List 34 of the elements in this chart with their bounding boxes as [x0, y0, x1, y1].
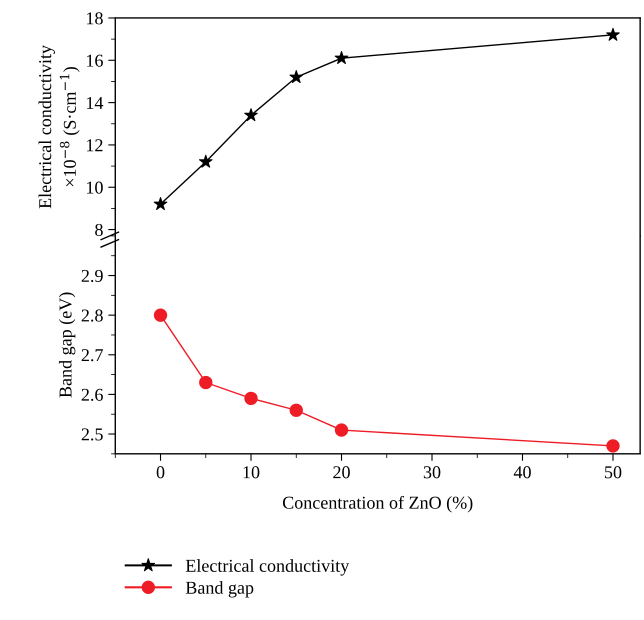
y-tick-label: 2.7 [82, 349, 103, 362]
legend-label: Electrical conductivity [186, 559, 350, 576]
x-tick-label: 20 [333, 466, 350, 478]
point [606, 439, 620, 453]
y-axis-title: Band gap (eV) [58, 292, 76, 398]
legend-label: Band gap [186, 581, 254, 598]
x-tick-label: 0 [156, 466, 164, 478]
point [290, 404, 303, 417]
point [334, 50, 349, 64]
y-tick-label: 8 [95, 224, 103, 236]
y-tick-label: 14 [87, 96, 104, 109]
point [606, 28, 620, 41]
point [154, 196, 168, 210]
y-tick-label: 18 [87, 12, 103, 24]
point [334, 423, 348, 437]
y-tick-label: 2.5 [82, 428, 103, 441]
y-axis-title: Electrical conductivity ×10$^{−8}$ (S·cm$^{−1}$) [38, 45, 80, 208]
point [199, 376, 212, 390]
point [244, 392, 258, 406]
x-tick-label: 40 [514, 466, 531, 478]
y-tick-label: 16 [87, 54, 103, 67]
y-tick-label: 10 [87, 182, 103, 194]
x-tick-label: 50 [605, 466, 622, 478]
y-tick-label: 2.9 [82, 270, 103, 282]
y-tick-label: 2.8 [82, 309, 103, 322]
point [244, 108, 258, 122]
x-tick-label: 30 [424, 466, 440, 478]
x-axis-title: Concentration of ZnO (%) [282, 496, 472, 512]
x-tick-label: 10 [244, 466, 260, 478]
point [154, 308, 168, 322]
y-tick-label: 12 [87, 139, 102, 152]
y-tick-label: 2.6 [82, 388, 103, 401]
point [198, 154, 213, 168]
point [289, 70, 304, 84]
